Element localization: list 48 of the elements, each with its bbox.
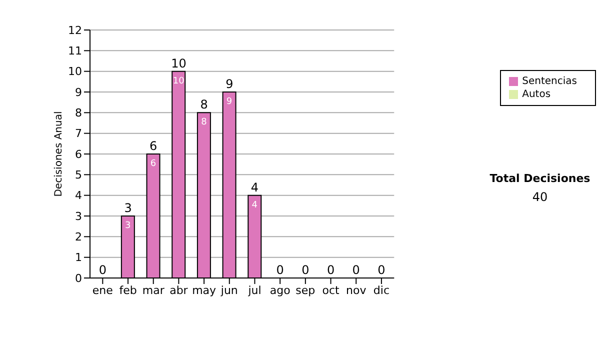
total-label: 6 xyxy=(150,139,158,153)
x-tick-label: oct xyxy=(322,284,340,297)
total-label: 0 xyxy=(302,263,310,277)
y-tick-label: 11 xyxy=(68,44,82,58)
legend-label: Autos xyxy=(522,89,551,100)
data-label: 10 xyxy=(172,76,185,86)
total-label: 0 xyxy=(352,263,360,277)
x-tick-label: may xyxy=(192,284,217,297)
total-label: 9 xyxy=(226,77,234,91)
y-tick-label: 3 xyxy=(75,210,82,223)
y-tick-label: 10 xyxy=(68,65,82,78)
data-label: 8 xyxy=(201,118,208,128)
x-tick-label: nov xyxy=(346,284,367,297)
data-label: 6 xyxy=(150,159,156,169)
text: Total Decisiones xyxy=(488,172,592,185)
legend-label: Sentencias xyxy=(522,76,577,87)
y-tick-label: 8 xyxy=(75,106,82,120)
total-label: 0 xyxy=(98,263,106,277)
y-axis-title: Decisiones Anual xyxy=(54,111,65,197)
data-label: 9 xyxy=(226,97,232,107)
y-tick-label: 7 xyxy=(75,127,82,140)
x-tick-label: abr xyxy=(170,284,188,297)
x-tick-label: ene xyxy=(92,284,114,297)
total-label: 4 xyxy=(250,180,259,194)
y-tick-label: 2 xyxy=(75,230,82,244)
x-tick-label: mar xyxy=(142,284,165,297)
total-label: 0 xyxy=(378,263,386,277)
x-tick-label: ago xyxy=(270,284,291,297)
total-label: 0 xyxy=(276,263,284,277)
total-label: 10 xyxy=(171,56,186,70)
x-tick-label: jul xyxy=(247,284,262,297)
x-tick-label: dic xyxy=(373,284,390,297)
total-label: 3 xyxy=(124,201,132,215)
data-label: 3 xyxy=(125,221,131,231)
x-tick-label: feb xyxy=(119,284,137,297)
total-label: 8 xyxy=(200,98,208,112)
y-tick-label: 1 xyxy=(75,251,82,264)
text: 40 xyxy=(531,190,549,204)
y-tick-label: 12 xyxy=(68,24,82,37)
x-tick-label: jun xyxy=(220,284,238,297)
x-tick-label: sep xyxy=(296,284,316,297)
data-label: 4 xyxy=(252,200,258,210)
y-tick-label: 9 xyxy=(75,86,82,99)
y-tick-label: 5 xyxy=(75,168,82,182)
y-tick-label: 4 xyxy=(75,189,82,202)
y-tick-label: 0 xyxy=(75,272,82,285)
y-tick-label: 6 xyxy=(75,148,82,161)
total-label: 0 xyxy=(326,263,335,277)
